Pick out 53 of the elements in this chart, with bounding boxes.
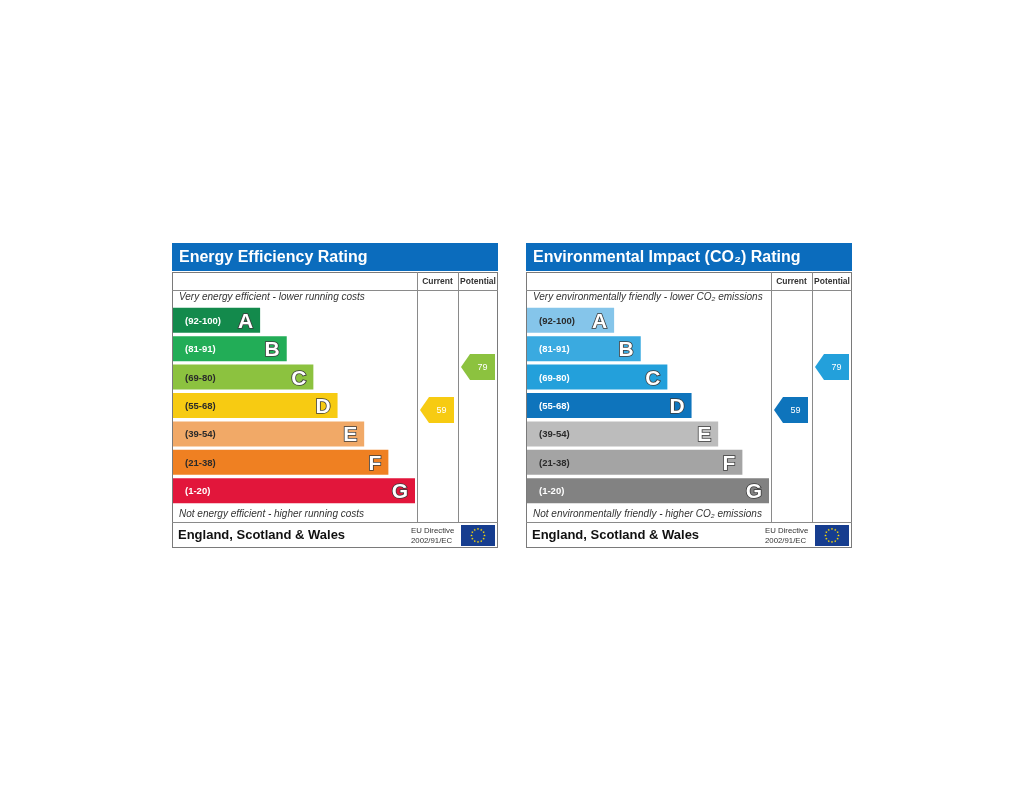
- bar: [527, 392, 692, 419]
- text: 79: [476, 360, 489, 373]
- bar: [527, 421, 719, 447]
- annotation: B: [618, 337, 634, 361]
- chart-title: Energy Efficiency Rating: [172, 243, 498, 271]
- annotation: B: [264, 337, 280, 361]
- text: England, Scotland & Wales: [178, 527, 346, 543]
- text: Potential: [813, 276, 851, 286]
- annotation: C: [645, 365, 661, 389]
- y-tick-label: (81-91): [185, 343, 216, 355]
- annotation: D: [315, 394, 331, 417]
- y-tick-label: (39-54): [539, 428, 570, 440]
- annotation: F: [722, 450, 736, 474]
- bar: [173, 478, 415, 504]
- chart-title: Environmental Impact (CO₂) Rating: [526, 243, 852, 271]
- annotation: A: [591, 308, 608, 332]
- text: 59: [789, 404, 802, 417]
- text: Not environmentally friendly - higher CO₂ emissions: [533, 508, 762, 520]
- text: Current: [421, 276, 454, 286]
- y-tick-label: (21-38): [539, 456, 570, 468]
- y-tick-label: (1-20): [539, 485, 565, 497]
- y-tick-label: (55-68): [185, 400, 216, 411]
- bar: [173, 364, 314, 390]
- annotation: G: [391, 479, 408, 503]
- text: Not energy efficient - higher running costs: [179, 508, 365, 520]
- y-tick-label: (92-100): [185, 314, 221, 326]
- y-tick-label: (81-91): [539, 343, 570, 355]
- annotation: D: [669, 394, 685, 417]
- text: Very energy efficient - lower running costs: [179, 291, 365, 303]
- text: 59: [435, 404, 448, 417]
- y-tick-label: (55-68): [539, 400, 570, 411]
- bar: [527, 364, 668, 390]
- annotation: G: [745, 479, 762, 503]
- y-tick-label: (1-20): [185, 485, 211, 497]
- annotation: E: [343, 422, 358, 446]
- text: Very environmentally friendly - lower CO₂ emissions: [533, 291, 763, 303]
- bar: [173, 392, 338, 419]
- text: England, Scotland & Wales: [532, 527, 700, 543]
- annotation: C: [291, 365, 307, 389]
- text: 79: [830, 360, 843, 373]
- y-tick-label: (21-38): [185, 456, 216, 468]
- bar: [173, 421, 365, 447]
- annotation: A: [237, 308, 254, 332]
- y-tick-label: (39-54): [185, 428, 216, 440]
- bar: [527, 449, 743, 475]
- y-tick-label: (92-100): [539, 314, 575, 326]
- text: Potential: [459, 276, 497, 286]
- annotation: F: [368, 450, 382, 474]
- bar: [173, 449, 389, 475]
- y-tick-label: (69-80): [185, 371, 216, 383]
- y-tick-label: (69-80): [539, 371, 570, 383]
- text: Current: [775, 276, 808, 286]
- annotation: E: [697, 422, 712, 446]
